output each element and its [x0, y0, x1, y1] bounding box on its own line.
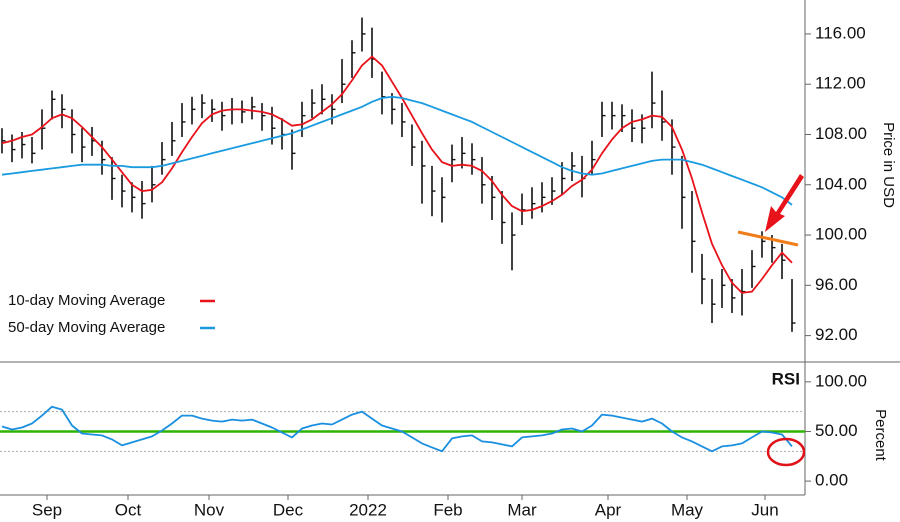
- x-tick-label: Dec: [273, 500, 304, 519]
- x-tick-label: Nov: [194, 500, 225, 519]
- y-tick-label: 108.00: [815, 124, 867, 143]
- x-tick-label: Sep: [32, 500, 62, 519]
- arrow-annotation: [765, 174, 804, 232]
- y-tick-label: 100.00: [815, 371, 867, 390]
- circle-annotation: [766, 437, 806, 467]
- y-axis-title: Price in USD: [880, 122, 897, 208]
- x-tick-label: Jun: [751, 500, 778, 519]
- x-tick-label: Oct: [115, 500, 142, 519]
- panel-title: RSI: [772, 369, 800, 388]
- x-tick-label: Apr: [595, 500, 622, 519]
- y-tick-label: 50.00: [815, 421, 858, 440]
- x-tick-label: May: [671, 500, 704, 519]
- x-tick-label: Mar: [507, 500, 537, 519]
- y-tick-label: 92.00: [815, 325, 858, 344]
- moving-average-line: [1, 55, 793, 294]
- y-tick-label: 0.00: [815, 471, 848, 490]
- y-tick-label: 104.00: [815, 174, 867, 193]
- y-tick-label: 116.00: [815, 23, 866, 42]
- x-tick-label: Feb: [433, 500, 462, 519]
- y-axis-title: Percent: [872, 409, 889, 462]
- y-tick-label: 112.00: [815, 74, 866, 93]
- moving-average-line: [1, 95, 793, 206]
- x-tick-label: 2022: [349, 500, 387, 519]
- trendline-annotation: [737, 230, 799, 247]
- y-tick-label: 100.00: [815, 225, 867, 244]
- y-tick-label: 96.00: [815, 275, 858, 294]
- legend-label: 50-day Moving Average: [8, 319, 165, 336]
- rsi-line: [1, 405, 793, 453]
- legend-label: 10-day Moving Average: [8, 292, 165, 309]
